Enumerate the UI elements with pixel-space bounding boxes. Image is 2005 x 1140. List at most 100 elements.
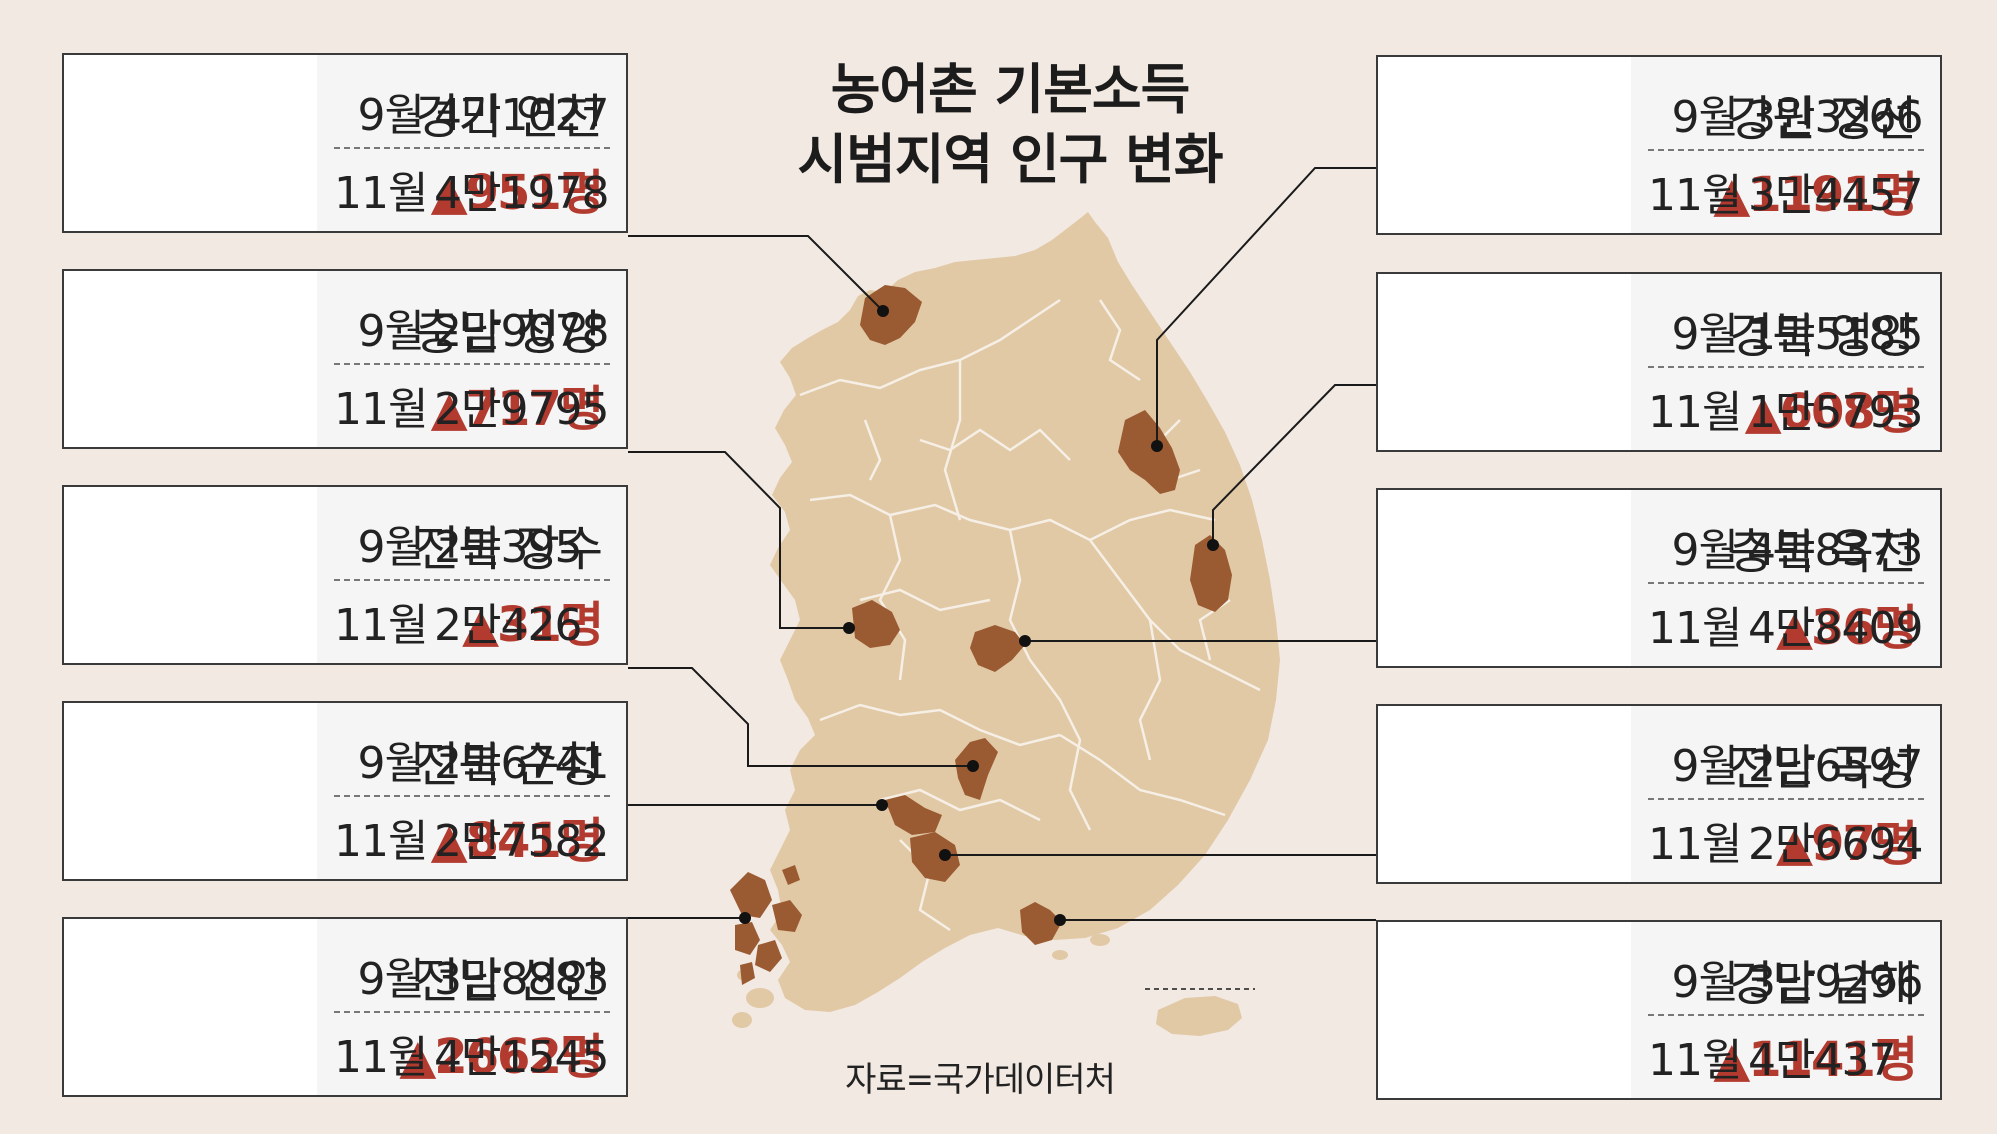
island bbox=[1052, 950, 1068, 960]
card-label-area bbox=[1378, 274, 1631, 450]
region-card-yeoncheon: 경기 연천 ▲951명 9월 4만1027 11월 4만1978 bbox=[62, 53, 628, 233]
month-label: 11월 bbox=[1648, 1035, 1742, 1086]
month-label: 11월 bbox=[334, 1032, 428, 1083]
region-card-namhae: 경남 남해 ▲1141명 9월 3만9296 11월 4만437 bbox=[1376, 920, 1942, 1100]
november-row: 11월 4만1978 bbox=[334, 157, 610, 219]
card-label-area bbox=[64, 55, 317, 231]
september-row: 9월 3만9296 bbox=[1648, 946, 1924, 1008]
september-row: 9월 2만6597 bbox=[1648, 730, 1924, 792]
region-name: 경기 연천 bbox=[415, 89, 603, 145]
region-shape-cheongyang bbox=[852, 600, 900, 648]
november-row: 11월 1만5793 bbox=[1648, 376, 1924, 438]
september-row: 9월 2만9078 bbox=[334, 295, 610, 357]
november-row: 11월 4만1545 bbox=[334, 1021, 610, 1083]
card-label-area bbox=[64, 919, 317, 1095]
region-shape-yeongyang bbox=[1190, 535, 1232, 612]
region-card-yeongyang: 경북 영양 ▲608명 9월 1만5185 11월 1만5793 bbox=[1376, 272, 1942, 452]
region-shape-sunchang bbox=[885, 795, 942, 835]
population-change: ▲36명 bbox=[1776, 600, 1918, 656]
leader-line-yeoncheon bbox=[628, 235, 884, 312]
month-label: 11월 bbox=[334, 384, 428, 435]
region-card-gokseong: 전남 곡성 ▲97명 9월 2만6597 11월 2만6694 bbox=[1376, 704, 1942, 884]
population-value: 4만8373 bbox=[1748, 525, 1923, 576]
dashed-divider bbox=[1648, 366, 1924, 368]
region-shape-yeoncheon bbox=[860, 285, 922, 345]
population-value: 3만9296 bbox=[1748, 957, 1923, 1008]
region-name: 충북 옥천 bbox=[1729, 524, 1917, 580]
month-label: 11월 bbox=[334, 816, 428, 867]
population-value: 3만8883 bbox=[434, 954, 609, 1005]
leader-line-yeongyang bbox=[1212, 384, 1376, 545]
leader-lines bbox=[628, 167, 1376, 990]
september-row: 9월 4만1027 bbox=[334, 79, 610, 141]
region-name: 전북 순창 bbox=[415, 737, 603, 793]
month-label: 9월 bbox=[1671, 525, 1739, 576]
region-card-sinan: 전남 신안 ▲2662명 9월 3만8883 11월 4만1545 bbox=[62, 917, 628, 1097]
region-name: 전북 장수 bbox=[415, 521, 603, 577]
leader-line-jeongseon bbox=[1156, 167, 1376, 446]
region-name: 경북 영양 bbox=[1729, 308, 1917, 364]
november-row: 11월 2만9795 bbox=[334, 373, 610, 435]
mainland-south-korea bbox=[770, 212, 1280, 1012]
right-edge bbox=[1997, 0, 2005, 1140]
population-change: ▲608명 bbox=[1744, 384, 1918, 440]
region-shape-namhae bbox=[1020, 902, 1062, 945]
month-label: 9월 bbox=[357, 306, 425, 357]
november-row: 11월 4만8409 bbox=[1648, 592, 1924, 654]
september-row: 9월 2만6741 bbox=[334, 727, 610, 789]
september-row: 9월 4만8373 bbox=[1648, 514, 1924, 576]
november-row: 11월 2만6694 bbox=[1648, 808, 1924, 870]
month-label: 11월 bbox=[334, 600, 428, 651]
month-label: 9월 bbox=[1671, 309, 1739, 360]
island bbox=[1090, 934, 1110, 946]
dashed-divider bbox=[334, 579, 610, 581]
dashed-divider bbox=[334, 795, 610, 797]
card-label-area bbox=[1378, 922, 1631, 1098]
month-label: 9월 bbox=[357, 738, 425, 789]
population-change: ▲2662명 bbox=[399, 1029, 604, 1085]
region-shape-jeongseon bbox=[1118, 410, 1180, 494]
month-label: 9월 bbox=[357, 954, 425, 1005]
population-value: 2만7582 bbox=[434, 816, 609, 867]
card-label-area bbox=[64, 487, 317, 663]
region-name: 전남 신안 bbox=[415, 953, 603, 1009]
region-card-sunchang: 전북 순창 ▲841명 9월 2만6741 11월 2만7582 bbox=[62, 701, 628, 881]
region-shape-gokseong bbox=[910, 832, 960, 882]
region-name: 경남 남해 bbox=[1729, 956, 1917, 1012]
region-shape-sinan bbox=[730, 865, 802, 985]
month-label: 11월 bbox=[1648, 819, 1742, 870]
september-row: 9월 2만395 bbox=[334, 511, 610, 573]
source-note: 자료=국가데이터처 bbox=[845, 1060, 1116, 1100]
population-value: 2만9078 bbox=[434, 306, 609, 357]
dashed-divider bbox=[334, 1011, 610, 1013]
region-card-jeongseon: 강원 정선 ▲1191명 9월 3만3266 11월 3만4457 bbox=[1376, 55, 1942, 235]
september-row: 9월 3만8883 bbox=[334, 943, 610, 1005]
region-name: 전남 곡성 bbox=[1729, 740, 1917, 796]
chart-title: 농어촌 기본소득 시범지역 인구 변화 bbox=[797, 58, 1223, 191]
month-label: 11월 bbox=[1648, 387, 1742, 438]
card-label-area bbox=[1378, 706, 1631, 882]
card-label-area bbox=[1378, 490, 1631, 666]
card-label-area bbox=[64, 271, 317, 447]
region-shape-okcheon bbox=[970, 625, 1025, 672]
month-label: 9월 bbox=[1671, 92, 1739, 143]
population-value: 4만1545 bbox=[434, 1032, 609, 1083]
region-card-okcheon: 충북 옥천 ▲36명 9월 4만8373 11월 4만8409 bbox=[1376, 488, 1942, 668]
month-label: 11월 bbox=[1648, 170, 1742, 221]
region-card-jangsu: 전북 장수 ▲31명 9월 2만395 11월 2만426 bbox=[62, 485, 628, 665]
november-row: 11월 4만437 bbox=[1648, 1024, 1924, 1086]
population-change: ▲841명 bbox=[430, 813, 604, 869]
leader-dots bbox=[739, 305, 1219, 926]
population-value: 3만3266 bbox=[1748, 92, 1923, 143]
population-change: ▲97명 bbox=[1776, 816, 1918, 872]
dashed-divider bbox=[334, 147, 610, 149]
dashed-divider bbox=[1648, 1014, 1924, 1016]
population-change: ▲717명 bbox=[430, 381, 604, 437]
dashed-divider bbox=[334, 363, 610, 365]
month-label: 11월 bbox=[334, 168, 428, 219]
month-label: 9월 bbox=[357, 522, 425, 573]
jeju-island bbox=[1156, 996, 1242, 1036]
november-row: 11월 2만426 bbox=[334, 589, 610, 651]
